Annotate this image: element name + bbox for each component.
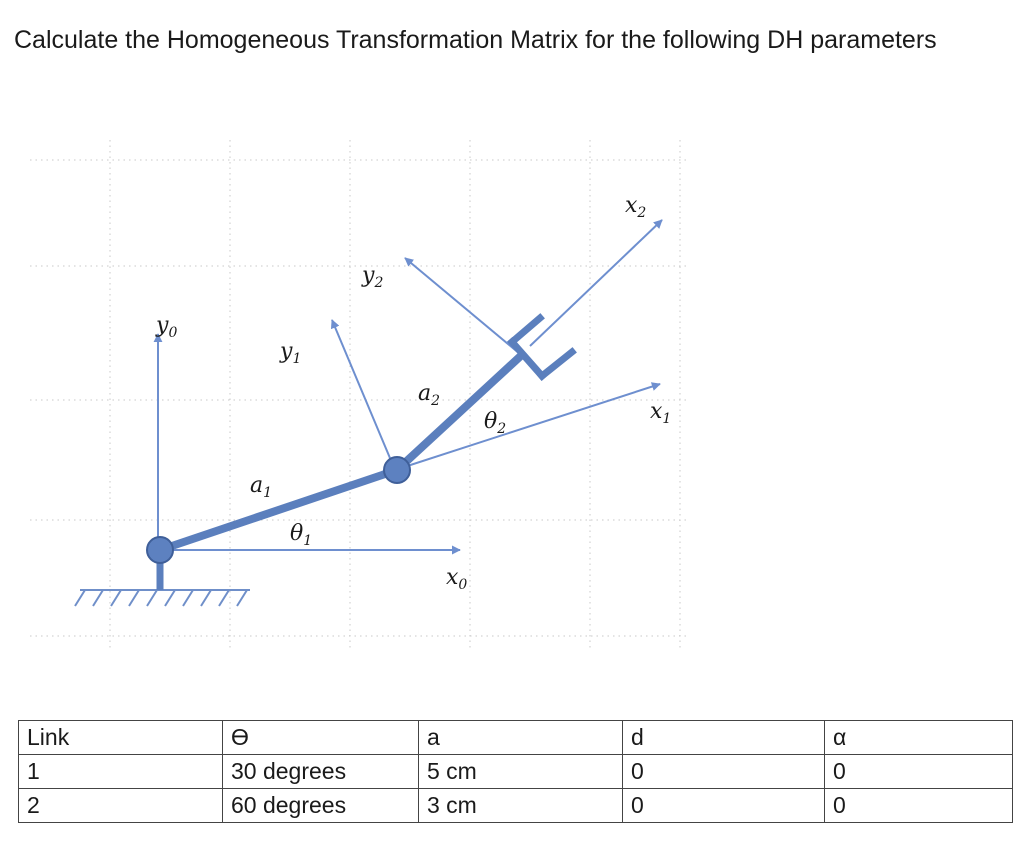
- ground-hatch: [74, 589, 250, 607]
- table-row: 2 60 degrees 3 cm 0 0: [18, 788, 1013, 823]
- cell-link: 1: [18, 754, 223, 789]
- link-2: [394, 349, 528, 473]
- header-theta: ϴ: [222, 720, 419, 755]
- table-header-row: Link ϴ a d α: [18, 720, 1013, 755]
- label-a2: a2: [418, 381, 440, 409]
- label-x0: x0: [446, 565, 467, 593]
- cell-a: 3 cm: [418, 788, 623, 823]
- cell-alpha: 0: [824, 754, 1013, 789]
- header-link: Link: [18, 720, 223, 755]
- link-1: [158, 466, 399, 554]
- base-joint: [146, 536, 174, 564]
- gripper: [507, 313, 577, 381]
- header-a: a: [418, 720, 623, 755]
- label-y2: y2: [361, 263, 383, 291]
- y2-axis: [404, 257, 521, 355]
- cell-link: 2: [18, 788, 223, 823]
- cell-theta: 30 degrees: [222, 754, 419, 789]
- cell-d: 0: [622, 788, 825, 823]
- header-d: d: [622, 720, 825, 755]
- dh-parameter-table: Link ϴ a d α 1 30 degrees 5 cm 0 0 2 60 …: [18, 720, 1013, 823]
- elbow-joint: [383, 456, 411, 484]
- label-y0: y0: [155, 313, 177, 341]
- cell-alpha: 0: [824, 788, 1013, 823]
- label-x2: x2: [625, 193, 646, 221]
- cell-d: 0: [622, 754, 825, 789]
- label-x1: x1: [650, 399, 671, 427]
- background-grid: [30, 140, 690, 650]
- x1-axis: [394, 382, 661, 471]
- x2-axis: [529, 219, 663, 347]
- question-text: Calculate the Homogeneous Transformation…: [14, 26, 937, 54]
- cell-a: 5 cm: [418, 754, 623, 789]
- label-theta2: θ2: [484, 409, 506, 437]
- y1-axis: [330, 319, 396, 471]
- cell-theta: 60 degrees: [222, 788, 419, 823]
- label-y1: y1: [279, 339, 301, 367]
- table-row: 1 30 degrees 5 cm 0 0: [18, 754, 1013, 789]
- robot-arm-diagram: y0 y1 y2 x0 x1 x2 a1 a2 θ1 θ2: [30, 140, 690, 650]
- label-a1: a1: [250, 473, 272, 501]
- header-alpha: α: [824, 720, 1013, 755]
- label-theta1: θ1: [290, 521, 312, 549]
